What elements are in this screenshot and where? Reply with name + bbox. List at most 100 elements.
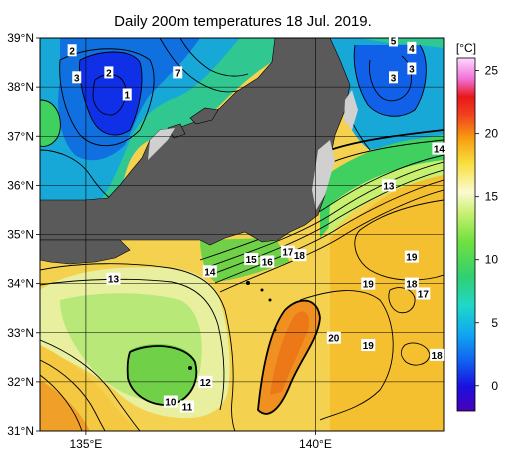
contour-label: 18 xyxy=(292,249,307,262)
colorbar: [°C] 0 5 10 15 20 25 xyxy=(456,41,499,412)
island-markers xyxy=(188,281,277,370)
contour-label-box xyxy=(163,395,178,408)
contour-label: 11 xyxy=(179,400,194,413)
contour-label-text: 13 xyxy=(383,181,395,192)
contour-label-text: 19 xyxy=(363,280,375,291)
contour-label-box xyxy=(292,249,307,262)
colorbar-tick-label: 10 xyxy=(485,253,499,267)
colorbar-tick-label: 15 xyxy=(485,190,499,204)
contour-label: 17 xyxy=(416,287,431,300)
contour-label-text: 2 xyxy=(106,68,112,79)
contour-label-text: 19 xyxy=(363,341,375,352)
contour-label: 13 xyxy=(106,272,121,286)
contour-label: 2 xyxy=(104,66,114,79)
contour-label-text: 17 xyxy=(418,289,430,300)
contour-label-box xyxy=(244,253,259,266)
contour-label-box xyxy=(432,142,447,155)
contour-label: 7 xyxy=(173,66,183,79)
contour-label: 18 xyxy=(430,348,445,362)
longitude-tick-label: 140°E xyxy=(299,437,332,451)
latitude-tick-label: 39°N xyxy=(7,31,34,45)
contour-label-text: 15 xyxy=(246,255,258,266)
contour-label: 3 xyxy=(407,62,417,75)
contour-label: 16 xyxy=(260,255,275,269)
contour-label-text: 3 xyxy=(391,73,397,84)
contour-label-text: 14 xyxy=(204,267,216,278)
contour-label-box xyxy=(407,41,417,54)
contour-label-text: 18 xyxy=(406,280,418,291)
latitude-axis: 39°N 38°N 37°N 36°N 35°N 34°N 33°N 32°N 31°N xyxy=(7,31,40,438)
contour-label-text: 17 xyxy=(282,248,294,259)
contour-label-box xyxy=(389,71,398,84)
colorbar-tick-label: 5 xyxy=(491,316,498,330)
contour-label: 5 xyxy=(389,34,398,47)
contour-label-box xyxy=(407,62,417,75)
latitude-tick-label: 31°N xyxy=(7,424,34,438)
colorbar-gradient xyxy=(456,57,476,412)
contour-label: 14 xyxy=(432,142,447,156)
contour-label: 1 xyxy=(122,88,132,101)
contour-label: 19 xyxy=(361,277,376,291)
land-mass xyxy=(40,38,351,265)
map-title: Daily 200m temperatures 18 Jul. 2019. xyxy=(114,13,372,30)
contour-label: 17 xyxy=(280,245,295,259)
contour-label: 4 xyxy=(407,41,417,55)
contour-label-text: 18 xyxy=(294,251,306,262)
contour-label-text: 12 xyxy=(200,378,212,389)
contour-label-box xyxy=(361,339,376,352)
longitude-tick-label: 135°E xyxy=(69,437,102,451)
contour-label: 15 xyxy=(244,253,259,266)
contour-label: 18 xyxy=(404,277,419,291)
latitude-tick-label: 36°N xyxy=(7,178,34,192)
contour-label-box xyxy=(173,66,183,79)
colorbar-tick-label: 0 xyxy=(491,379,498,393)
contour-label-box xyxy=(361,277,376,290)
contour-label-text: 1 xyxy=(124,90,130,101)
contour-label-box xyxy=(381,179,396,192)
latitude-tick-label: 35°N xyxy=(7,228,34,242)
contour-label-box xyxy=(106,272,121,285)
contour-label-text: 14 xyxy=(434,145,446,156)
contour-label-box xyxy=(202,265,217,278)
contour-label: 2 xyxy=(67,44,77,57)
contour-label: 3 xyxy=(389,71,398,84)
contour-label-box xyxy=(416,287,431,300)
contour-label-text: 7 xyxy=(175,68,181,79)
contour-label: 12 xyxy=(198,375,213,389)
contour-label-text: 16 xyxy=(262,258,274,269)
latitude-tick-label: 34°N xyxy=(7,277,34,291)
contour-label-box xyxy=(179,400,194,413)
contour-label-box xyxy=(198,375,213,388)
contour-label-text: 13 xyxy=(108,275,120,286)
contour-label-box xyxy=(404,277,419,290)
contour-label-text: 20 xyxy=(328,334,340,345)
contour-label-text: 2 xyxy=(69,46,75,57)
contour-label-box xyxy=(389,34,398,47)
contour-label-text: 18 xyxy=(432,351,444,362)
contour-label: 10 xyxy=(163,395,178,409)
contour-label-box xyxy=(404,250,419,263)
contour-label-text: 3 xyxy=(409,64,415,75)
contour-label-text: 11 xyxy=(182,402,193,413)
latitude-tick-label: 37°N xyxy=(7,129,34,143)
contour-label: 19 xyxy=(404,250,419,264)
contour-label: 3 xyxy=(72,71,82,84)
contour-label-box xyxy=(326,331,341,344)
longitude-axis: 135°E 140°E xyxy=(69,431,332,451)
contour-label-box xyxy=(67,44,77,57)
contour-label: 20 xyxy=(326,331,341,345)
contour-label: 13 xyxy=(381,179,396,192)
colorbar-unit: [°C] xyxy=(456,41,476,55)
contour-label-box xyxy=(260,255,275,268)
contour-label-box xyxy=(122,88,132,101)
latitude-tick-label: 33°N xyxy=(7,326,34,340)
contour-label-text: 5 xyxy=(391,36,397,47)
colorbar-tick-label: 25 xyxy=(485,64,499,78)
contour-label-text: 4 xyxy=(409,44,415,55)
contour-label-box xyxy=(72,71,82,84)
contour-label-box xyxy=(104,66,114,79)
contour-label-box xyxy=(280,245,295,258)
contour-label-box xyxy=(430,348,445,361)
